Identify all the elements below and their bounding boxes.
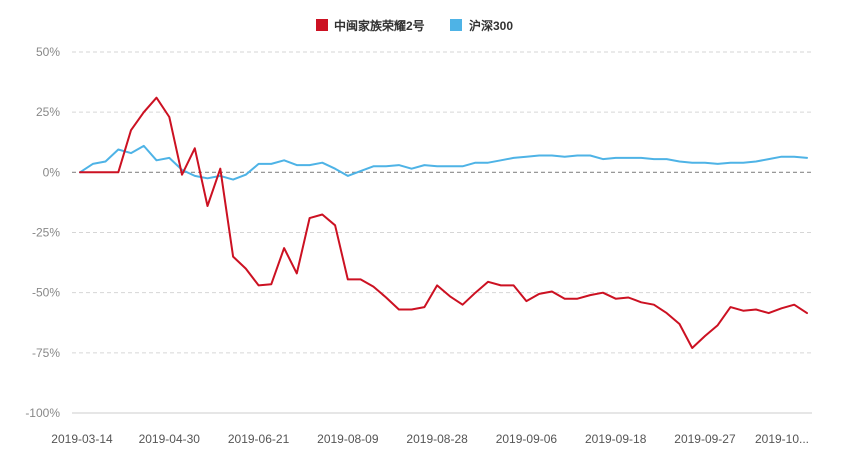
y-tick-label: 0% [43,165,61,179]
series-line-1[interactable] [79,144,808,181]
gridlines [72,51,812,354]
x-tick-label: 2019-08-28 [406,432,468,446]
legend: 中闽家族荣耀2号 沪深300 [316,18,513,33]
y-tick-label: -25% [32,226,60,240]
legend-label-series-0: 中闽家族荣耀2号 [334,18,425,33]
x-tick-label: 2019-03-14 [51,432,113,446]
legend-label-series-1: 沪深300 [469,18,513,33]
legend-item-series-0[interactable]: 中闽家族荣耀2号 [316,18,425,33]
series-line-0[interactable] [79,96,808,349]
series-lines [79,96,808,349]
y-tick-label: -50% [32,286,60,300]
legend-swatch-series-1 [450,19,462,31]
y-tick-label: 50% [36,45,60,59]
y-tick-label: -75% [32,346,60,360]
x-tick-label: 2019-04-30 [139,432,201,446]
y-tick-label: -100% [25,406,60,420]
x-tick-label: 2019-10... [755,432,809,446]
y-tick-label: 25% [36,105,60,119]
y-axis-tick-labels: 50% 25% 0% -25% -50% -75% -100% [25,45,60,420]
x-tick-label: 2019-09-06 [496,432,558,446]
x-tick-label: 2019-09-18 [585,432,647,446]
legend-swatch-series-0 [316,19,328,31]
legend-item-series-1[interactable]: 沪深300 [450,18,513,33]
x-tick-label: 2019-08-09 [317,432,379,446]
x-tick-label: 2019-09-27 [674,432,736,446]
x-tick-label: 2019-06-21 [228,432,290,446]
x-axis-tick-labels: 2019-03-14 2019-04-30 2019-06-21 2019-08-09… [51,432,809,446]
